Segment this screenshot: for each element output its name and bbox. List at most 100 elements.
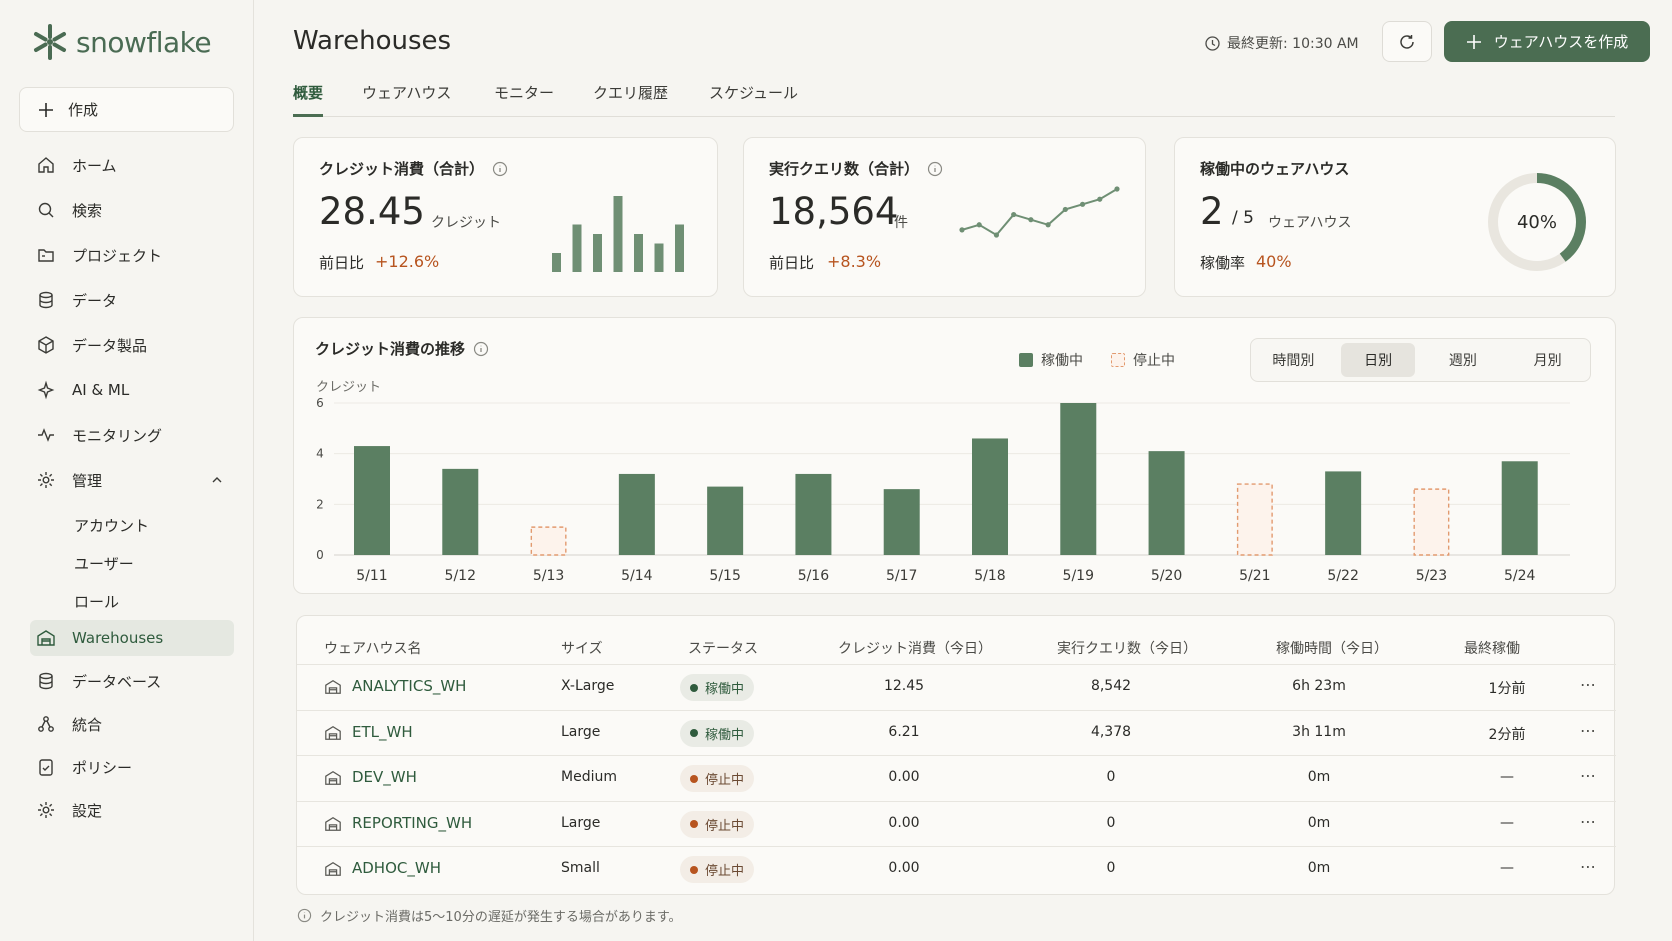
column-header-queries[interactable]: 実行クエリ数（今日） (1057, 641, 1197, 657)
bar-running[interactable] (1060, 403, 1097, 555)
more-actions-icon[interactable]: ⋯ (1580, 811, 1597, 831)
warehouse-name-link[interactable]: ETL_WH (352, 722, 413, 741)
warehouse-icon (325, 679, 341, 694)
status-dot (690, 729, 698, 737)
kpi-value: 2 (1200, 190, 1224, 233)
bar-running[interactable] (883, 489, 920, 555)
table-row[interactable]: REPORTING_WH Large 停止中 0.00 0 0m — ⋯ (297, 800, 1616, 846)
kpi-delta: +12.6% (375, 252, 440, 271)
status-text: 停止中 (705, 864, 745, 879)
granularity-weekly[interactable]: 週別 (1448, 353, 1477, 369)
granularity-daily[interactable]: 日別 (1341, 343, 1416, 377)
more-actions-icon[interactable]: ⋯ (1580, 766, 1597, 785)
sidebar-item-admin[interactable]: 管理 (30, 461, 234, 499)
warehouse-icon (325, 770, 341, 785)
refresh-button[interactable] (1382, 21, 1432, 62)
y-tick-label: 4 (316, 447, 324, 461)
sparkline-point (1028, 217, 1034, 223)
activity-icon (38, 428, 54, 442)
column-header-status[interactable]: ステータス (688, 641, 758, 657)
warehouse-icon (325, 861, 341, 876)
warehouse-name-link[interactable]: REPORTING_WH (352, 813, 473, 832)
uptime-today: 6h 23m (1292, 678, 1346, 694)
table-row[interactable]: DEV_WH Medium 停止中 0.00 0 0m — ⋯ (297, 755, 1616, 800)
bar-stopped[interactable] (1236, 483, 1273, 556)
kpi-unit: クレジット (431, 215, 501, 231)
x-tick-label: 5/16 (798, 568, 830, 584)
sidebar-item-data[interactable]: データ (30, 281, 234, 319)
home-icon (38, 157, 54, 173)
table-row[interactable]: ANALYTICS_WH X-Large 稼働中 12.45 8,542 6h 23m 1分… (297, 664, 1616, 709)
x-tick-label: 5/20 (1151, 568, 1182, 584)
sidebar-item-data-products[interactable]: データ製品 (30, 326, 234, 364)
chevron-up-icon[interactable] (210, 473, 224, 487)
column-header-size[interactable]: サイズ (561, 641, 603, 657)
more-actions-icon[interactable]: ⋯ (1580, 857, 1597, 876)
more-actions-icon[interactable]: ⋯ (1580, 720, 1597, 740)
create-warehouse-button[interactable]: ウェアハウスを作成 (1444, 21, 1650, 62)
queries-today: 0 (1106, 860, 1116, 876)
sparkline-bar (552, 253, 561, 272)
more-actions-icon[interactable]: ⋯ (1580, 675, 1597, 694)
create-button[interactable]: 作成 (19, 87, 234, 132)
table-row[interactable]: ADHOC_WH Small 停止中 0.00 0 0m — ⋯ (297, 846, 1616, 891)
bar-running[interactable] (795, 473, 832, 555)
sidebar-item-ai-ml[interactable]: AI & ML (30, 371, 234, 409)
y-tick-label: 0 (316, 548, 324, 562)
warehouse-name-link[interactable]: ADHOC_WH (352, 859, 441, 877)
info-icon[interactable] (492, 161, 508, 177)
credit-trend-chart: 0 2 4 6 5/11 5/12 5/13 5/14 5/15 5/16 5/17 5/18 5/19… (316, 396, 1570, 584)
column-header-last-active[interactable]: 最終稼働 (1464, 641, 1520, 657)
info-icon[interactable] (927, 161, 943, 177)
x-tick-label: 5/23 (1416, 568, 1447, 584)
sidebar-item-settings[interactable]: 設定 (30, 792, 234, 828)
kpi-unit: ウェアハウス (1268, 215, 1352, 231)
uptime-today: 0m (1307, 814, 1331, 831)
kpi-delta: +8.3% (827, 252, 882, 271)
create-warehouse-label: ウェアハウスを作成 (1493, 33, 1629, 51)
bar-running[interactable] (707, 486, 744, 555)
table-row[interactable]: ETL_WH Large 稼働中 6.21 4,378 3h 11m 2分前 ⋯ (297, 709, 1616, 755)
sidebar-item-integrations[interactable]: 統合 (30, 706, 234, 742)
sidebar-item-label: Warehouses (72, 629, 164, 647)
info-icon[interactable] (473, 341, 489, 357)
bar-running[interactable] (442, 468, 479, 555)
sparkle-icon (37, 380, 55, 400)
sidebar-item-search[interactable]: 検索 (30, 191, 234, 229)
bar-running[interactable] (972, 438, 1008, 555)
sidebar-item-account[interactable]: アカウント (74, 516, 150, 535)
bar-stopped[interactable] (530, 526, 567, 556)
bar-stopped[interactable] (1413, 488, 1450, 556)
granularity-hourly[interactable]: 時間別 (1272, 353, 1315, 369)
warehouse-table: ウェアハウス名 サイズ ステータス クレジット消費（今日） 実行クエリ数（今日）… (296, 615, 1616, 895)
bar-running[interactable] (1148, 451, 1185, 555)
status-badge: 停止中 (680, 856, 755, 883)
legend-stopped[interactable]: 停止中 (1111, 350, 1175, 370)
sidebar-item-policies[interactable]: ポリシー (30, 749, 234, 785)
column-header-uptime[interactable]: 稼働時間（今日） (1276, 641, 1388, 657)
sidebar-item-monitoring[interactable]: モニタリング (30, 416, 234, 454)
sidebar-item-databases[interactable]: データベース (30, 663, 234, 699)
bar-running[interactable] (354, 446, 390, 555)
tab-schedule[interactable]: スケジュール (709, 84, 798, 102)
bar-running[interactable] (1325, 471, 1362, 555)
tab-query-history[interactable]: クエリ履歴 (593, 84, 669, 102)
warehouse-name-link[interactable]: ANALYTICS_WH (352, 677, 467, 695)
tab-overview[interactable]: 概要 (293, 82, 324, 117)
bar-running[interactable] (1501, 461, 1538, 555)
bar-running[interactable] (618, 473, 655, 555)
column-header-name[interactable]: ウェアハウス名 (324, 641, 422, 657)
sidebar-item-roles[interactable]: ロール (74, 592, 120, 611)
uptime-today: 0m (1307, 860, 1331, 876)
granularity-monthly[interactable]: 月別 (1533, 353, 1562, 369)
sidebar-item-warehouses[interactable]: Warehouses (30, 620, 234, 656)
tab-warehouses[interactable]: ウェアハウス (362, 84, 452, 102)
legend-running[interactable]: 稼働中 (1019, 350, 1083, 370)
tab-monitor[interactable]: モニター (494, 84, 555, 102)
warehouse-name-link[interactable]: DEV_WH (352, 768, 417, 786)
sidebar-item-home[interactable]: ホーム (30, 146, 234, 184)
sidebar-item-projects[interactable]: プロジェクト (30, 236, 234, 274)
sidebar-item-users[interactable]: ユーザー (74, 554, 134, 573)
column-header-credits[interactable]: クレジット消費（今日） (838, 641, 992, 657)
snowflake-logo[interactable]: snowflake (30, 22, 212, 62)
